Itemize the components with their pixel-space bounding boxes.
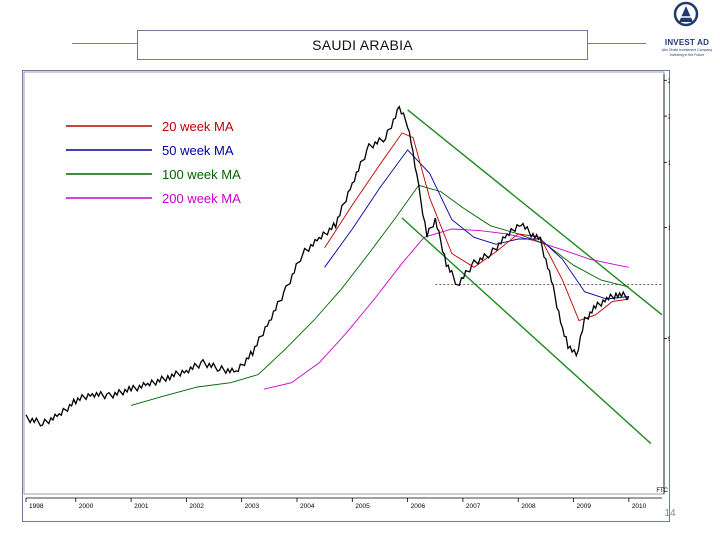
logo-icon — [673, 1, 699, 27]
x-tick-label-2009: 2009 — [577, 503, 592, 510]
logo-name: INVEST AD — [664, 38, 710, 47]
x-tick-label-2008: 2008 — [521, 503, 536, 510]
series-line-ma20 — [324, 132, 629, 322]
legend-label-ma200: 200 week MA — [162, 191, 241, 206]
x-tick-label-2003: 2003 — [245, 503, 260, 510]
legend-label-ma50: 50 week MA — [162, 143, 234, 158]
logo-tagline-1: Abu Dhabi Investment Company — [661, 48, 713, 52]
x-tick-label-1998: 1998 — [29, 503, 44, 510]
x-tick-label-2000: 2000 — [79, 503, 94, 510]
source-label: FTC — [656, 488, 668, 494]
x-tick-label-2007: 2007 — [466, 503, 481, 510]
channel-upper-line — [407, 109, 663, 316]
y-tick-label-1000: 1000 — [668, 225, 670, 232]
legend-label-ma20: 20 week MA — [162, 119, 234, 134]
x-tick-label-2002: 2002 — [189, 503, 204, 510]
price-chart: 2500 2000 1500 1000 500 1998 2000 2001 2002 2003… — [22, 70, 670, 522]
y-tick-label-2000: 2000 — [668, 114, 670, 121]
series-line-ma200 — [263, 228, 629, 390]
y-tick-label-2500: 2500 — [668, 78, 670, 85]
series-line-price — [25, 105, 630, 427]
plot-area — [23, 71, 665, 495]
legend-label-ma100: 100 week MA — [162, 167, 241, 182]
x-tick-label-2005: 2005 — [355, 503, 370, 510]
y-tick-label-1500: 1500 — [668, 160, 670, 167]
logo-tagline-2: Investing in the Future — [669, 53, 705, 57]
series-line-ma50 — [324, 149, 629, 300]
x-tick-label-2006: 2006 — [411, 503, 426, 510]
page-title: SAUDI ARABIA — [137, 30, 588, 60]
header-rule-left — [72, 43, 138, 44]
x-tick-label-2004: 2004 — [300, 503, 315, 510]
channel-lower-line — [401, 217, 652, 445]
x-tick-label-2010: 2010 — [632, 503, 647, 510]
header-rule-right — [588, 43, 646, 44]
page-number: 14 — [664, 508, 676, 519]
y-tick-label-500: 500 — [668, 336, 670, 343]
x-tick-label-2001: 2001 — [134, 503, 149, 510]
